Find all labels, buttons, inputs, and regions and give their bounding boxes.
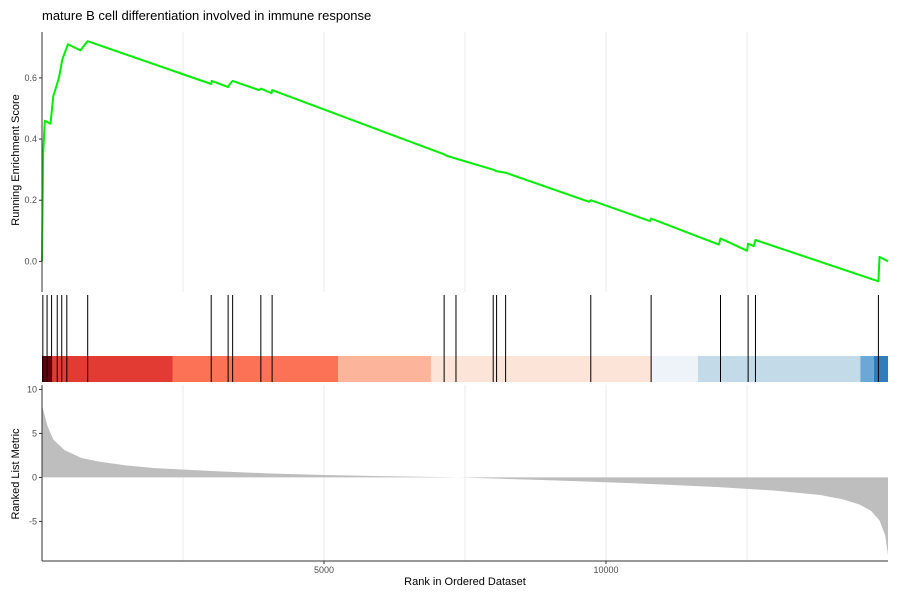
y-tick-label: 0.0 <box>24 256 37 266</box>
enrichment-score-line <box>41 40 889 283</box>
y-tick-label: -5 <box>29 516 37 526</box>
chart-title: mature B cell differentiation involved i… <box>42 8 372 23</box>
color-bar-segment <box>42 356 52 382</box>
y-tick-label: 10 <box>27 384 37 394</box>
y-tick-label: 0 <box>32 472 37 482</box>
tick-labels: 0.0 0.2 0.4 0.6 -5 0 5 10 5000 10000 <box>24 73 618 575</box>
ranked-list-y-axis-title: Ranked List Metric <box>10 428 22 520</box>
y-tick-label: 5 <box>32 428 37 438</box>
enrichment-score-path <box>41 40 889 283</box>
color-bar-segment <box>51 356 173 382</box>
y-tick-label: 0.6 <box>24 73 37 83</box>
ranked-list-area <box>42 405 888 555</box>
color-bar-segment <box>652 356 698 382</box>
enrichment-y-axis-title: Running Enrichment Score <box>10 94 22 225</box>
color-bar-segment <box>873 356 888 382</box>
color-bar-segment <box>431 356 653 382</box>
hit-marks <box>42 295 879 382</box>
y-tick-label: 0.4 <box>24 134 37 144</box>
x-tick-label: 10000 <box>593 565 618 575</box>
ranked-list-grid <box>182 385 748 561</box>
color-bar-segment <box>697 356 861 382</box>
ranked-list-fill <box>42 405 888 555</box>
y-tick-label: 0.2 <box>24 195 37 205</box>
rank-color-bar <box>42 356 888 382</box>
x-tick-label: 5000 <box>314 565 334 575</box>
axes <box>39 32 888 564</box>
color-bar-segment <box>338 356 432 382</box>
x-axis-title: Rank in Ordered Dataset <box>404 576 526 588</box>
color-bar-segment <box>860 356 874 382</box>
color-bar-segment <box>172 356 339 382</box>
